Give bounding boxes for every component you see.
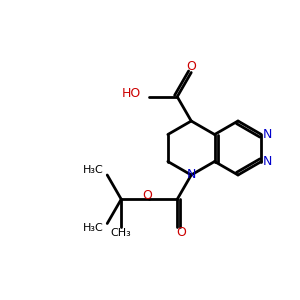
Text: H₃C: H₃C [82,224,103,233]
Text: CH₃: CH₃ [111,228,132,238]
Text: HO: HO [122,87,141,100]
Text: O: O [142,189,152,202]
Text: O: O [176,226,186,239]
Text: H₃C: H₃C [82,165,103,175]
Text: N: N [187,169,196,182]
Text: N: N [263,155,272,168]
Text: O: O [186,60,196,73]
Text: N: N [263,128,272,141]
